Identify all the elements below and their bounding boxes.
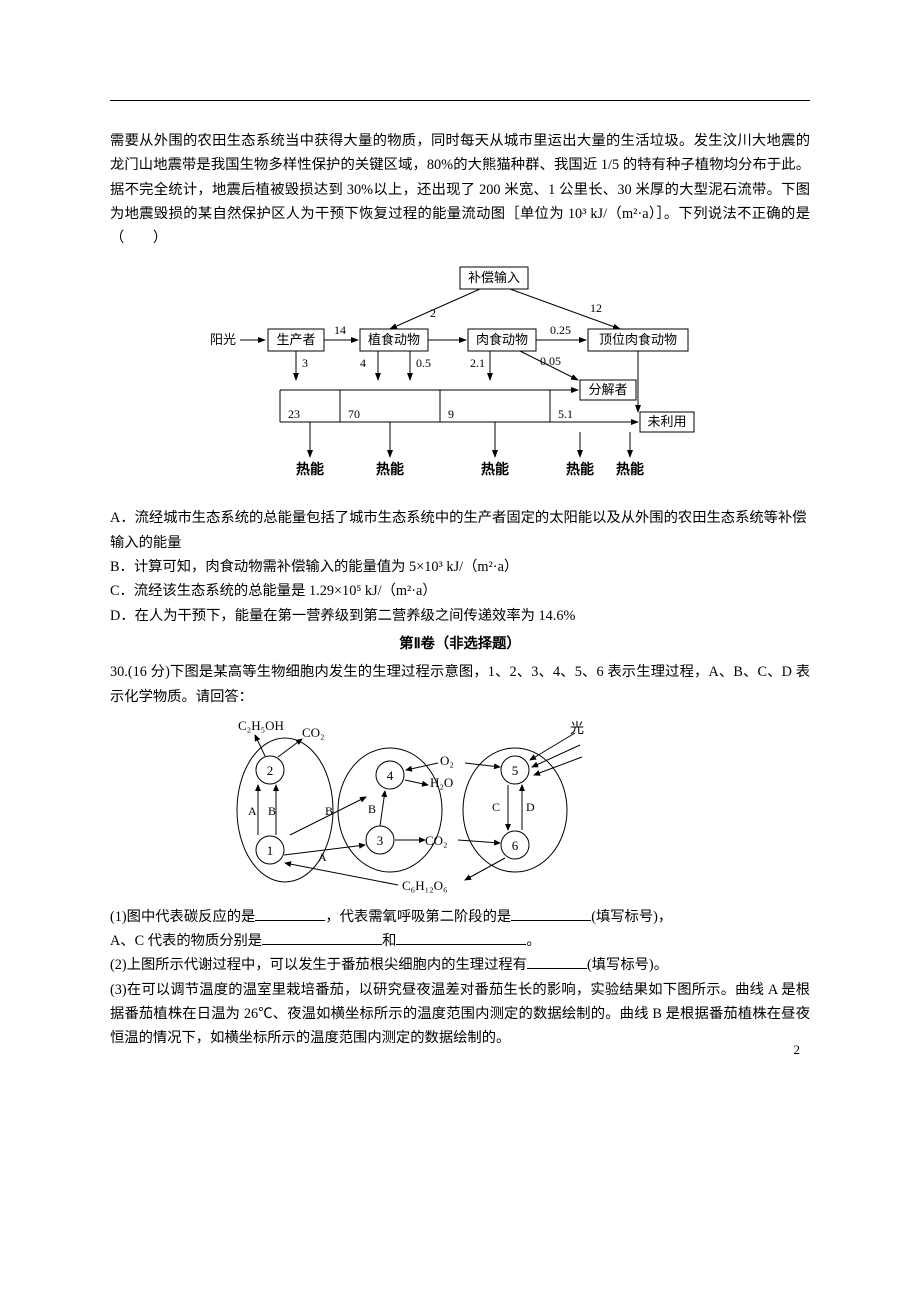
label-C: C <box>492 800 500 814</box>
label-top: 顶位肉食动物 <box>599 332 677 347</box>
label-comp-in: 补偿输入 <box>468 270 520 285</box>
blank-3[interactable] <box>262 930 382 945</box>
label-carn: 肉食动物 <box>476 332 528 347</box>
label-producer: 生产者 <box>276 332 315 347</box>
label-eth: C₂H₅OH <box>238 718 284 733</box>
label-B1: B <box>268 804 276 818</box>
label-unused: 未利用 <box>647 414 686 429</box>
val-carn-dec: 2.1 <box>470 356 485 370</box>
label-h2o: H₂O <box>430 775 453 790</box>
heat-4: 热能 <box>566 461 594 478</box>
node-3: 3 <box>377 833 384 848</box>
val-carn-heat: 9 <box>448 407 454 421</box>
heat-2: 热能 <box>376 461 404 478</box>
intro-paragraph: 需要从外围的农田生态系统当中获得大量的物质，同时每天从城市里运出大量的生活垃圾。… <box>110 129 810 250</box>
section-2-title: 第Ⅱ卷（非选择题） <box>110 632 810 656</box>
label-A2: A <box>318 850 327 864</box>
q30-1d: A、C 代表的物质分别是 <box>110 933 262 949</box>
val-top-dec: 0.05 <box>540 354 561 368</box>
label-B2: B <box>325 804 333 818</box>
q30-1f: 。 <box>526 933 540 949</box>
label-herb: 植食动物 <box>368 332 420 347</box>
node-1: 1 <box>267 843 274 858</box>
val-herb-dec: 4 <box>360 356 366 370</box>
val-prod-down: 3 <box>302 356 308 370</box>
q30-2b: (填写标号)。 <box>587 957 668 973</box>
option-d: D．在人为干预下，能量在第一营养级到第二营养级之间传递效率为 14.6% <box>110 604 810 628</box>
heat-1: 热能 <box>296 461 324 478</box>
option-b: B．计算可知，肉食动物需补偿输入的能量值为 5×10³ kJ/（m²·a） <box>110 555 810 579</box>
cell-diagram-wrap: 2 1 3 4 5 6 C₂H₅OH CO₂ A B A B <box>110 715 920 895</box>
label-co2-2: CO₂ <box>425 833 448 848</box>
q30-sub1: (1)图中代表碳反应的是 ，代表需氧呼吸第二阶段的是 (填写标号)， A、C 代表的… <box>110 905 810 954</box>
label-A1: A <box>248 804 257 818</box>
val-prod-herb: 14 <box>334 323 346 337</box>
val-top-heat: 5.1 <box>558 407 573 421</box>
page: 需要从外围的农田生态系统当中获得大量的物质，同时每天从城市里运出大量的生活垃圾。… <box>0 0 920 1091</box>
blank-4[interactable] <box>396 930 526 945</box>
node-6: 6 <box>512 838 519 853</box>
blank-2[interactable] <box>511 906 591 921</box>
q30-1e: 和 <box>382 933 396 949</box>
top-rule <box>110 100 810 101</box>
q30-1a: (1)图中代表碳反应的是 <box>110 909 255 925</box>
heat-5: 热能 <box>616 461 644 478</box>
label-sun: 阳光 <box>210 332 236 347</box>
q30-1b: ，代表需氧呼吸第二阶段的是 <box>325 909 511 925</box>
heat-3: 热能 <box>481 461 509 478</box>
val-carn-top: 0.25 <box>550 323 571 337</box>
energy-diagram-wrap: 补偿输入 2 12 阳光 生产者 植食动物 肉食动物 顶位肉食动物 14 0.2… <box>110 262 810 502</box>
energy-flow-diagram: 补偿输入 2 12 阳光 生产者 植食动物 肉食动物 顶位肉食动物 14 0.2… <box>210 262 710 502</box>
option-c: C．流经该生态系统的总能量是 1.29×10⁵ kJ/（m²·a） <box>110 579 810 603</box>
q30-stem: 30.(16 分)下图是某高等生物细胞内发生的生理过程示意图，1、2、3、4、5… <box>110 660 810 709</box>
label-o2: O₂ <box>440 753 454 768</box>
blank-1[interactable] <box>255 906 325 921</box>
q30-2a: (2)上图所示代谢过程中，可以发生于番茄根尖细胞内的生理过程有 <box>110 957 527 973</box>
label-decomp: 分解者 <box>588 382 627 397</box>
cell-process-diagram: 2 1 3 4 5 6 C₂H₅OH CO₂ A B A B <box>230 715 590 895</box>
val-herb-heat: 70 <box>348 407 360 421</box>
q30-sub2: (2)上图所示代谢过程中，可以发生于番茄根尖细胞内的生理过程有 (填写标号)。 <box>110 953 810 977</box>
q30-sub3: (3)在可以调节温度的温室里栽培番茄，以研究昼夜温差对番茄生长的影响，实验结果如… <box>110 978 810 1051</box>
q30-1c: (填写标号)， <box>591 909 672 925</box>
page-number: 2 <box>794 1039 801 1061</box>
label-co2-1: CO₂ <box>302 725 325 740</box>
label-glu: C₆H₁₂O₆ <box>402 878 448 893</box>
val-comp-top: 12 <box>590 301 602 315</box>
val-prod-heat: 23 <box>288 407 300 421</box>
node-4: 4 <box>387 768 394 783</box>
option-a: A．流经城市生态系统的总能量包括了城市生态系统中的生产者固定的太阳能以及从外围的… <box>110 506 810 555</box>
node-5: 5 <box>512 763 519 778</box>
blank-5[interactable] <box>527 954 587 969</box>
label-D: D <box>526 800 535 814</box>
val-comp-herb: 2 <box>430 306 436 320</box>
label-light: 光 <box>570 721 584 737</box>
label-B3: B <box>368 802 376 816</box>
node-2: 2 <box>267 763 274 778</box>
val-herb-unu: 0.5 <box>416 356 431 370</box>
